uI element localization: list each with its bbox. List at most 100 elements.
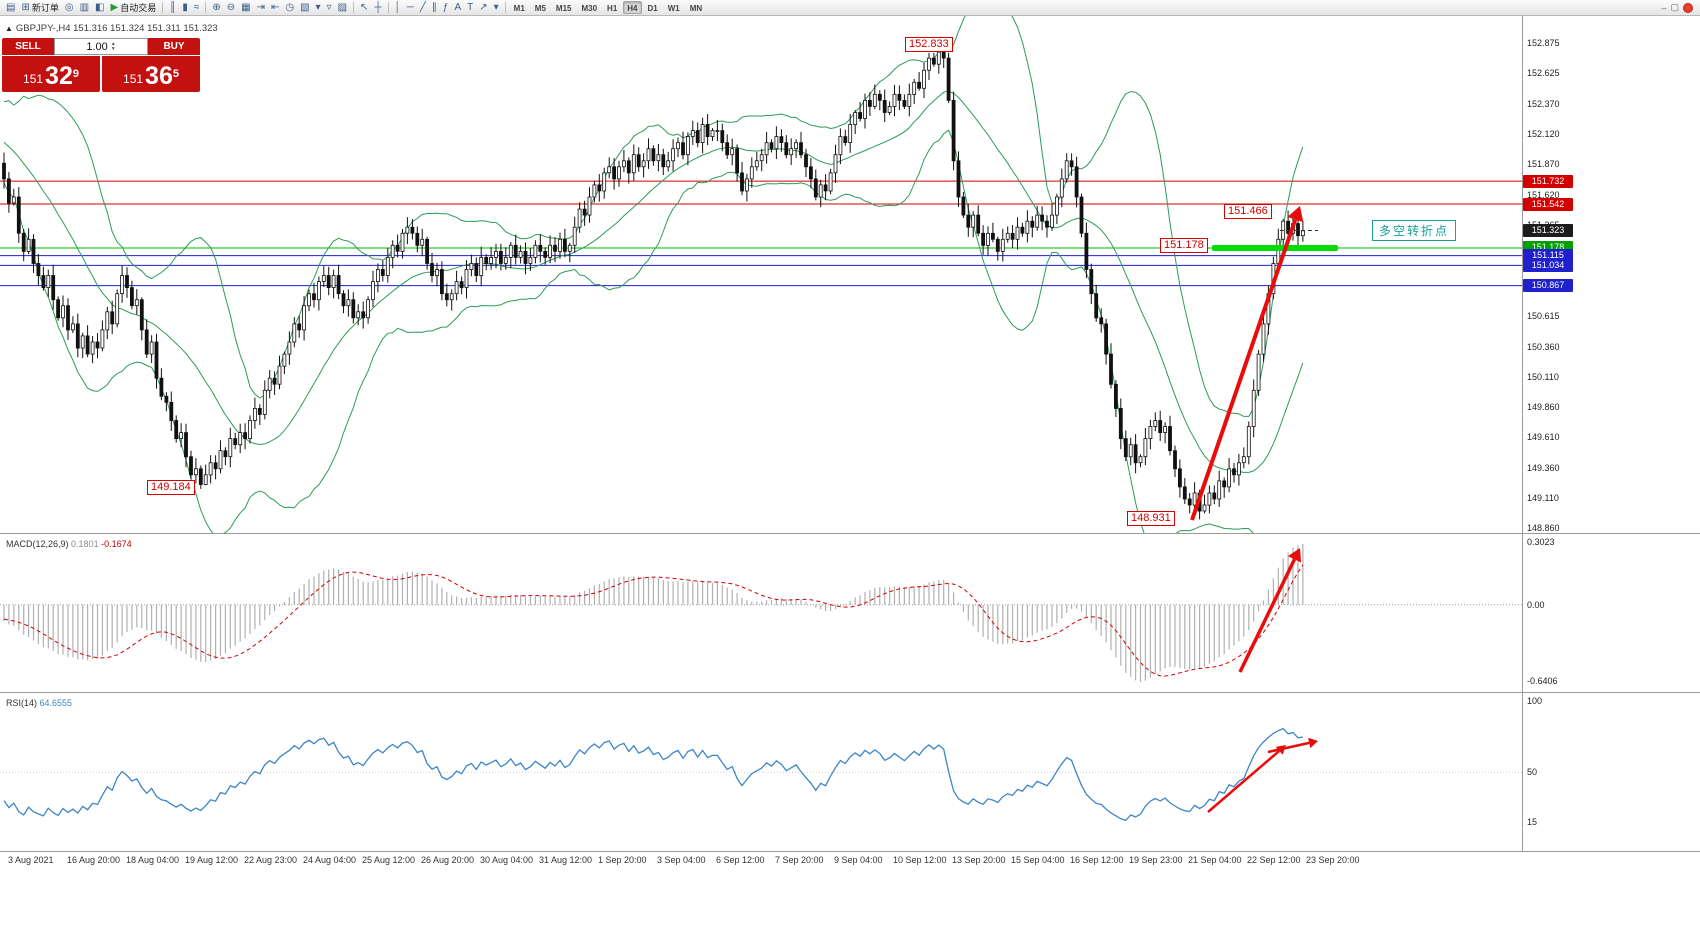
volume-stepper[interactable]: ▲ ▼ xyxy=(110,40,116,52)
time-axis-label[interactable]: 9 Sep 04:00 xyxy=(834,855,883,865)
timeframe-m1[interactable]: M1 xyxy=(513,4,525,13)
templates-icon[interactable]: ▨ xyxy=(336,1,349,15)
label-icon[interactable]: T xyxy=(465,1,475,15)
time-axis-label[interactable]: 6 Sep 12:00 xyxy=(716,855,765,865)
price-axis-label[interactable]: 152.875 xyxy=(1527,38,1560,48)
price-axis-label[interactable]: 152.625 xyxy=(1527,68,1560,79)
price-level-tag: 151.732 xyxy=(1523,174,1573,188)
timeframe-h1[interactable]: H1 xyxy=(607,4,618,13)
macd-indicator-panel[interactable] xyxy=(0,534,1522,692)
bar-chart-icon[interactable]: ║ xyxy=(167,1,178,15)
new-order-button[interactable]: ⊞ 新订单 xyxy=(19,1,60,15)
time-axis-label[interactable]: 16 Aug 20:00 xyxy=(67,855,121,865)
zoom-out-icon: ⊖ xyxy=(226,2,236,13)
timeframe-mn[interactable]: MN xyxy=(689,4,703,13)
zoom-out-icon[interactable]: ⊖ xyxy=(225,1,237,15)
tile-windows-icon[interactable]: ▦ xyxy=(239,1,252,15)
time-axis-label[interactable]: 23 Sep 20:00 xyxy=(1306,855,1360,865)
time-axis-label[interactable]: 31 Aug 12:00 xyxy=(539,855,593,865)
time-axis-label[interactable]: 25 Aug 12:00 xyxy=(362,855,416,865)
indicators-caret-icon[interactable]: ▾ xyxy=(314,1,323,15)
time-axis-label[interactable]: 26 Aug 20:00 xyxy=(421,855,475,865)
price-axis-label[interactable]: 152.370 xyxy=(1527,99,1560,109)
timeframe-m30[interactable]: M30 xyxy=(581,4,598,13)
autotrade-button[interactable]: ▶ 自动交易 xyxy=(109,1,159,15)
text-icon: A xyxy=(454,2,462,13)
cursor-icon[interactable]: ↖ xyxy=(358,1,370,15)
volume-down-icon[interactable]: ▼ xyxy=(110,45,116,52)
candlestick-chart-icon[interactable]: ▮ xyxy=(180,1,190,15)
fibonacci-icon[interactable]: ƒ xyxy=(441,1,451,15)
zoom-in-icon[interactable]: ⊕ xyxy=(210,1,222,15)
price-axis-label[interactable]: 149.110 xyxy=(1527,492,1559,503)
sell-price-button[interactable]: 151 32 9 xyxy=(2,56,100,92)
price-axis-label[interactable]: 149.860 xyxy=(1527,402,1560,413)
minimize-window-icon[interactable]: – xyxy=(1661,2,1667,13)
time-axis-label[interactable]: 15 Sep 04:00 xyxy=(1011,855,1065,865)
time-axis-label[interactable]: 22 Aug 23:00 xyxy=(244,855,298,865)
bollinger-bands xyxy=(3,16,1304,533)
price-axis-label[interactable]: 152.120 xyxy=(1527,129,1560,140)
main-price-chart[interactable] xyxy=(0,16,1522,533)
market-watch-icon[interactable]: ◎ xyxy=(63,1,76,15)
notification-icon[interactable] xyxy=(1683,2,1693,13)
panel-separator[interactable] xyxy=(0,692,1700,693)
indicators-icon[interactable]: ▧ xyxy=(298,1,311,15)
time-axis-label[interactable]: 30 Aug 04:00 xyxy=(480,855,534,865)
horizontal-line-icon: ─ xyxy=(406,2,414,13)
price-axis-label[interactable]: 150.360 xyxy=(1527,341,1560,352)
buy-price-button[interactable]: 151 36 5 xyxy=(102,56,200,92)
stopwatch-icon[interactable]: ◷ xyxy=(283,1,296,15)
chart-window-icon[interactable]: ▤ xyxy=(4,1,17,15)
horizontal-line-icon[interactable]: ─ xyxy=(405,1,416,15)
time-axis-label[interactable]: 3 Sep 04:00 xyxy=(657,855,706,865)
time-axis-label[interactable]: 7 Sep 20:00 xyxy=(775,855,824,865)
timeframe-d1[interactable]: D1 xyxy=(647,4,658,13)
vertical-line-icon[interactable]: │ xyxy=(393,1,403,15)
restore-window-icon[interactable]: ▢ xyxy=(1670,2,1679,12)
text-icon[interactable]: A xyxy=(452,1,463,15)
timeframe-m15[interactable]: M15 xyxy=(555,4,572,13)
price-axis-label[interactable]: 151.870 xyxy=(1527,159,1560,170)
sell-button[interactable]: SELL xyxy=(2,38,54,55)
time-axis-label[interactable]: 21 Sep 04:00 xyxy=(1188,855,1242,865)
price-axis-label[interactable]: 148.860 xyxy=(1527,523,1560,533)
timeframe-h4[interactable]: H4 xyxy=(623,1,642,14)
rsi-indicator-panel[interactable] xyxy=(0,693,1522,851)
fibonacci-icon: ƒ xyxy=(442,2,449,13)
price-axis-label[interactable]: 150.110 xyxy=(1527,372,1559,382)
shapes-icon[interactable]: ↗ xyxy=(477,1,489,15)
price-axis-label[interactable]: 150.615 xyxy=(1527,311,1560,321)
time-axis-label[interactable]: 10 Sep 12:00 xyxy=(893,855,947,865)
panel-separator[interactable] xyxy=(0,533,1700,534)
time-axis-label[interactable]: 13 Sep 20:00 xyxy=(952,855,1006,865)
auto-scroll-icon[interactable]: ⇥ xyxy=(255,1,267,15)
time-axis-label[interactable]: 16 Sep 12:00 xyxy=(1070,855,1124,865)
channel-icon[interactable]: ∥ xyxy=(430,1,439,15)
time-axis-label[interactable]: 24 Aug 04:00 xyxy=(303,855,357,865)
price-axis-label[interactable]: 149.610 xyxy=(1527,432,1560,443)
line-chart-icon[interactable]: ≈ xyxy=(192,1,202,15)
price-axis-label[interactable]: 149.360 xyxy=(1527,462,1560,473)
shapes-caret-icon[interactable]: ▾ xyxy=(492,1,501,15)
time-axis-label[interactable]: 3 Aug 2021 xyxy=(8,855,54,865)
new-order-button-label: 新订单 xyxy=(31,3,59,13)
chart-shift-icon[interactable]: ⇤ xyxy=(269,1,281,15)
time-axis-label[interactable]: 19 Aug 12:00 xyxy=(185,855,239,865)
trendline-icon[interactable]: ╱ xyxy=(418,1,428,15)
timeframe-w1[interactable]: W1 xyxy=(667,4,680,13)
time-axis-label[interactable]: 1 Sep 20:00 xyxy=(598,855,647,865)
indicators-caret-icon: ▾ xyxy=(315,2,321,13)
data-window-icon[interactable]: ▥ xyxy=(78,1,91,15)
volume-input[interactable]: 1.00 ▲ ▼ xyxy=(54,38,148,55)
crosshair-icon[interactable]: ┼ xyxy=(372,1,383,15)
timeframe-m5[interactable]: M5 xyxy=(534,4,546,13)
time-axis-label[interactable]: 22 Sep 12:00 xyxy=(1247,855,1301,865)
time-axis-label[interactable]: 18 Aug 04:00 xyxy=(126,855,180,865)
time-axis-label[interactable]: 19 Sep 23:00 xyxy=(1129,855,1183,865)
price-axis-label[interactable]: 151.620 xyxy=(1527,189,1560,200)
volume-up-icon[interactable]: ▲ xyxy=(110,40,116,47)
navigator-icon[interactable]: ◧ xyxy=(93,1,106,15)
periods-caret-icon[interactable]: ▿ xyxy=(325,1,334,15)
buy-button[interactable]: BUY xyxy=(148,38,200,55)
